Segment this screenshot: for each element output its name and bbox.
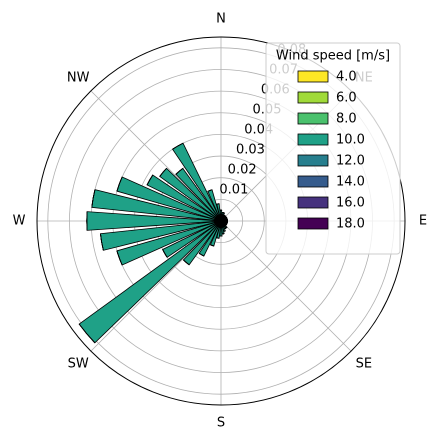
legend-swatch: [297, 154, 329, 167]
angular-grid-line: [90, 90, 222, 222]
legend-swatch: [297, 196, 329, 209]
legend-label: 14.0: [336, 175, 365, 190]
legend-label: 12.0: [336, 154, 365, 169]
angle-label: S: [217, 416, 225, 431]
legend-label: 4.0: [336, 70, 357, 85]
bar-segment: [223, 230, 226, 232]
angle-label: SW: [68, 356, 89, 371]
bar-segment: [116, 176, 123, 192]
outer-circle: [36, 36, 406, 406]
legend: Wind speed [m/s] 4.0 6.0 8.0 10.0 12.0 14.0 16.…: [265, 42, 401, 255]
legend-label: 10.0: [336, 133, 365, 148]
legend-swatch: [297, 112, 329, 125]
angle-label: E: [419, 214, 427, 229]
angle-label: W: [13, 214, 26, 229]
bar-segment: [91, 189, 96, 208]
bar-segment: [183, 259, 190, 266]
radial-tick-label: 0.02: [228, 162, 257, 177]
radial-tick-label: 0.03: [236, 142, 265, 157]
legend-swatch: [297, 91, 329, 104]
bar-segment: [159, 168, 167, 177]
legend-label: 16.0: [336, 196, 365, 211]
legend-swatch: [297, 217, 329, 230]
angular-grid-line: [90, 220, 222, 352]
legend-label: 18.0: [336, 217, 365, 232]
angle-label: N: [216, 12, 226, 27]
angle-label: NW: [67, 71, 90, 86]
angular-grid-line: [220, 220, 352, 352]
bar-segment: [116, 250, 123, 266]
bar-segment: [172, 142, 184, 150]
legend-label: 6.0: [336, 91, 357, 106]
radial-tick-label: 0.01: [219, 182, 248, 197]
legend-box: [265, 42, 401, 255]
legend-title: Wind speed [m/s]: [276, 49, 390, 64]
legend-swatch: [297, 175, 329, 188]
bars: [78, 142, 228, 344]
bar-segment: [78, 323, 96, 344]
bar-segment: [224, 227, 227, 230]
legend-swatch: [297, 70, 329, 83]
legend-label: 8.0: [336, 112, 357, 127]
legend-swatch: [297, 133, 329, 146]
angle-label: SE: [356, 356, 372, 371]
